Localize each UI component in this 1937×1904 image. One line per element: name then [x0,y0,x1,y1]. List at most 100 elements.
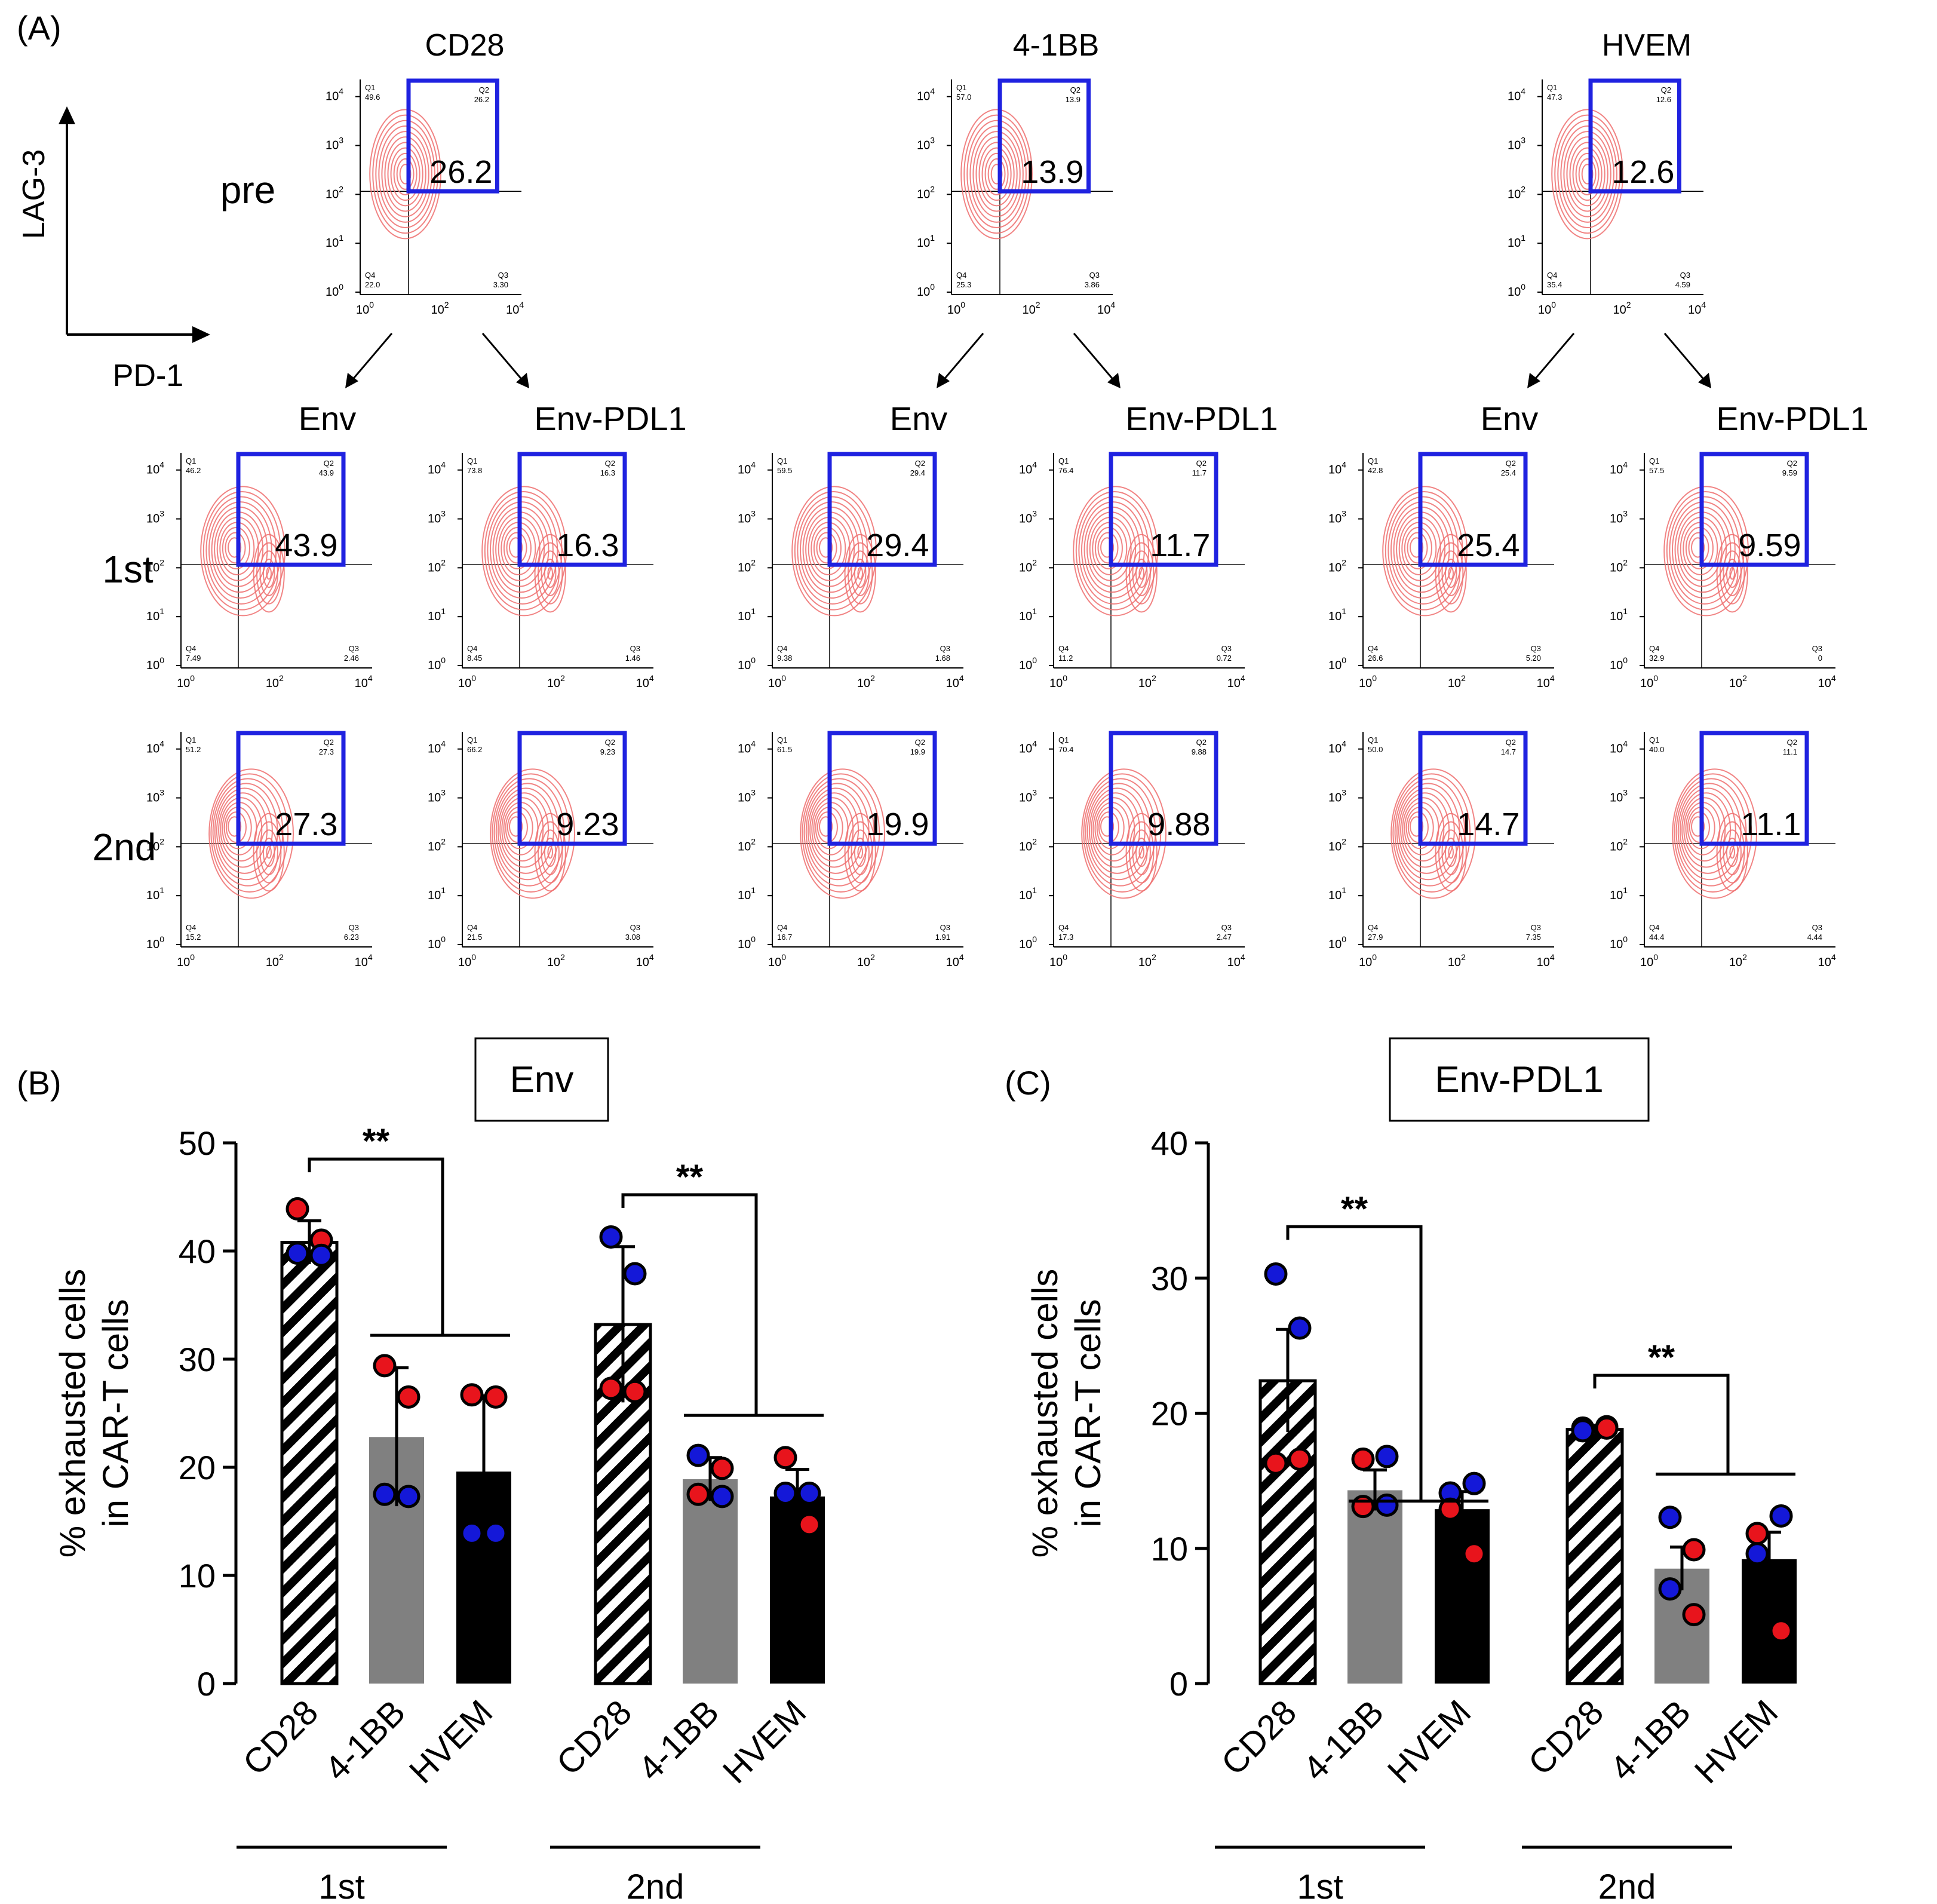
y-tick-label: 101 [428,885,446,902]
contour-line [253,813,285,892]
y-tick-label: 100 [917,282,935,299]
y-tick-label: 103 [738,509,756,526]
x-tick-label: 102 [266,673,284,690]
q2-name: Q2 [605,738,615,747]
group-label: 1st [1297,1868,1343,1904]
x-tick-exponent: 4 [959,952,964,962]
q2-percent: 11.1 [1740,807,1801,842]
contour-line [1672,768,1758,899]
contour-line [212,778,284,887]
q1-name: Q1 [777,735,787,744]
x-tick-label: 100 [1359,673,1377,690]
q2-small-value: 9.23 [600,747,615,756]
contour-line [503,527,532,570]
x-tick-exponent: 2 [870,673,875,683]
contour-line [266,845,272,859]
contour-line [803,778,875,887]
y-tick-label: 101 [146,606,164,623]
q1-value: 70.4 [1058,745,1073,754]
contour-line [987,158,1006,190]
contour-line [216,787,273,874]
bar [1435,1509,1490,1684]
y-tick-label: 102 [1610,836,1628,853]
contour-line [253,534,285,613]
x-tick-label: 100 [1049,952,1067,969]
contour-line [259,550,278,596]
contour-line [960,109,1033,240]
contour-line [1390,768,1476,899]
q2-percent: 9.23 [556,807,619,842]
y-tick-exponent: 2 [159,836,164,846]
contour-line [1438,821,1464,884]
x-tick-label: 102 [857,673,875,690]
round-label-1st: 1st [102,548,154,591]
x-tick-label: 104 [506,300,524,317]
y-tick-exponent: 1 [1623,606,1628,616]
data-point [1462,1471,1486,1495]
contour-line [1720,542,1745,605]
q2-percent: 16.3 [556,528,619,563]
y-tick-exponent: 1 [1342,885,1346,895]
x-tick-label: 100 [458,952,476,969]
data-point [1375,1445,1399,1468]
contour-line [1726,559,1739,588]
contour-line [1100,537,1115,558]
y-tick-exponent: 2 [159,557,164,567]
q1-value: 61.5 [777,745,792,754]
q4-value: 27.9 [1368,933,1383,942]
data-point [710,1485,734,1509]
contour-line [202,490,281,611]
q2-name: Q2 [915,459,925,468]
y-tick-exponent: 4 [339,87,343,96]
y-tick-exponent: 0 [751,934,756,944]
y-tick-label: 102 [326,184,343,201]
chart-title: Env-PDL1 [1435,1059,1604,1100]
q3-name: Q3 [940,923,950,932]
q2-percent: 13.9 [1021,154,1083,190]
contour-line [390,147,420,201]
contour-line [854,559,867,588]
y-tick-label: 101 [1508,233,1525,250]
contour-line [1138,566,1145,580]
contour-line [794,490,873,611]
y-tick-exponent: 4 [1521,87,1525,96]
gate-box-q2 [236,452,346,567]
contour-line [1129,542,1155,605]
q2-small-value: 14.7 [1501,747,1516,756]
data-point [686,1443,710,1467]
data-point [397,1385,420,1409]
contour-line [848,821,873,884]
gate-box-q2 [1588,78,1681,194]
y-tick-label: 101 [326,233,343,250]
y-tick-exponent: 2 [1032,836,1037,846]
contour-line [1554,114,1620,234]
arrow-to-env-pdl1 [481,333,524,382]
q3-name: Q3 [349,923,359,932]
contour-line [262,559,275,588]
contour-density [200,486,286,617]
data-point [1769,1619,1793,1643]
q2-percent: 9.88 [1147,807,1210,842]
q4-value: 15.2 [186,933,201,942]
y-tick-exponent: 1 [159,606,164,616]
y-axis-label: in CAR-T cells [96,1299,136,1527]
y-tick-label: 100 [428,655,446,672]
category-label: 4-1BB [1603,1693,1698,1788]
q1-name: Q1 [956,83,966,92]
q3-name: Q3 [630,923,640,932]
x-tick-exponent: 4 [1241,952,1245,962]
y-tick-label: 104 [738,739,756,756]
contour-line [1578,158,1597,190]
x-tick-exponent: 4 [1550,952,1555,962]
contour-line [1404,527,1432,570]
data-point [1438,1497,1462,1521]
contour-line [972,131,1021,217]
round-label-2nd: 2nd [93,826,156,869]
contour-line [1094,527,1123,570]
contour-line [399,164,412,185]
gate-box-q2 [997,78,1091,194]
arrow-head [345,373,358,388]
contour-line [984,152,1009,195]
x-tick-exponent: 2 [279,952,284,962]
x-tick-exponent: 0 [1063,952,1067,962]
